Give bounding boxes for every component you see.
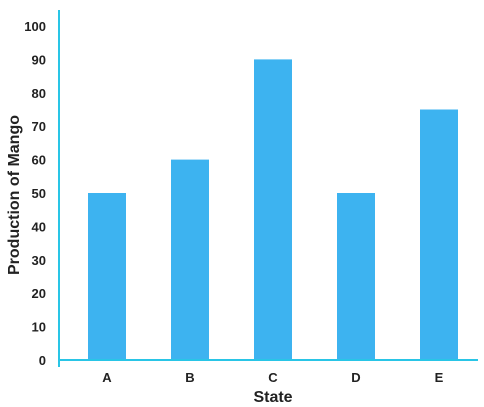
bar-b <box>171 159 209 360</box>
bars-group <box>88 59 458 361</box>
x-tick-label-e: E <box>435 370 444 385</box>
x-axis-title: State <box>253 389 292 406</box>
y-axis-title: Production of Mango <box>6 115 23 275</box>
bar-a <box>88 193 126 360</box>
y-tick-label-60: 60 <box>32 153 46 168</box>
y-tick-label-40: 40 <box>32 219 46 234</box>
y-tick-label-0: 0 <box>39 353 46 368</box>
bar-c <box>254 59 292 361</box>
x-tick-label-b: B <box>185 370 194 385</box>
bar-d <box>337 193 375 360</box>
y-tick-label-20: 20 <box>32 286 46 301</box>
x-tick-label-d: D <box>351 370 360 385</box>
y-tick-label-70: 70 <box>32 119 46 134</box>
y-tick-label-30: 30 <box>32 253 46 268</box>
x-tick-label-a: A <box>102 370 112 385</box>
y-tick-label-10: 10 <box>32 320 46 335</box>
y-tick-labels: 0 10 20 30 40 50 60 70 80 90 100 <box>24 19 46 368</box>
y-tick-label-90: 90 <box>32 52 46 67</box>
bar-e <box>420 109 458 360</box>
x-tick-label-c: C <box>268 370 278 385</box>
x-tick-labels: A B C D E <box>102 370 443 385</box>
y-tick-label-80: 80 <box>32 86 46 101</box>
y-tick-label-100: 100 <box>24 19 46 34</box>
y-tick-label-50: 50 <box>32 186 46 201</box>
